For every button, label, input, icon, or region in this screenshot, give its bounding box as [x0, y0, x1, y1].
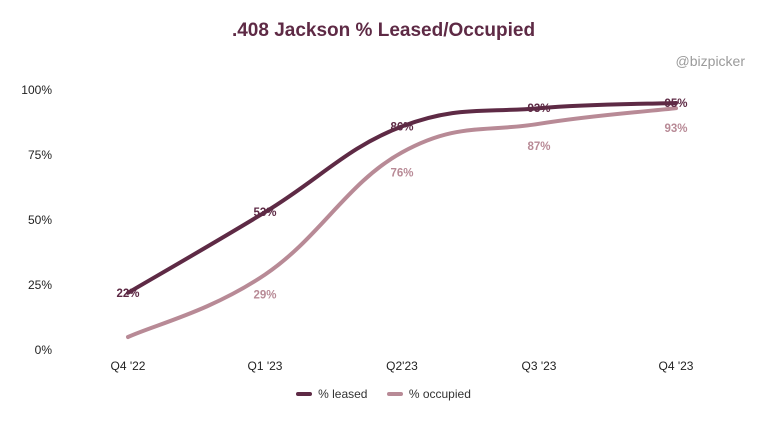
y-tick-label: 25%	[28, 278, 52, 292]
data-label-occupied: 76%	[390, 167, 413, 179]
data-label-occupied: 93%	[664, 123, 687, 135]
x-tick-label: Q3 '23	[522, 359, 557, 373]
x-tick-label: Q4 '23	[659, 359, 694, 373]
legend: % leased % occupied	[0, 385, 767, 401]
series-line-occupied	[126, 106, 678, 339]
y-tick-label: 50%	[28, 213, 52, 227]
series-line-leased	[126, 101, 678, 295]
legend-label-leased: % leased	[318, 387, 368, 401]
y-tick-label: 75%	[28, 148, 52, 162]
x-tick-label: Q2'23	[386, 359, 418, 373]
legend-label-occupied: % occupied	[408, 387, 471, 401]
y-tick-label: 100%	[21, 83, 52, 97]
data-label-leased: 95%	[664, 98, 687, 110]
legend-item-occupied[interactable]: % occupied	[386, 387, 471, 401]
legend-item-leased[interactable]: % leased	[296, 387, 367, 401]
legend-swatch-leased	[296, 392, 313, 396]
data-label-leased: 22%	[116, 288, 139, 300]
x-tick-label: Q4 '22	[111, 359, 146, 373]
data-label-leased: 86%	[390, 121, 413, 133]
data-label-occupied: 87%	[527, 141, 550, 153]
data-label-leased: 93%	[527, 103, 550, 115]
y-tick-label: 0%	[35, 343, 53, 357]
chart-title: .408 Jackson % Leased/Occupied	[231, 20, 536, 41]
legend-swatch-occupied	[386, 392, 403, 396]
data-label-occupied: 29%	[253, 290, 276, 302]
data-label-leased: 53%	[253, 207, 276, 219]
watermark: @bizpicker	[675, 53, 745, 69]
x-tick-label: Q1 '23	[248, 359, 283, 373]
